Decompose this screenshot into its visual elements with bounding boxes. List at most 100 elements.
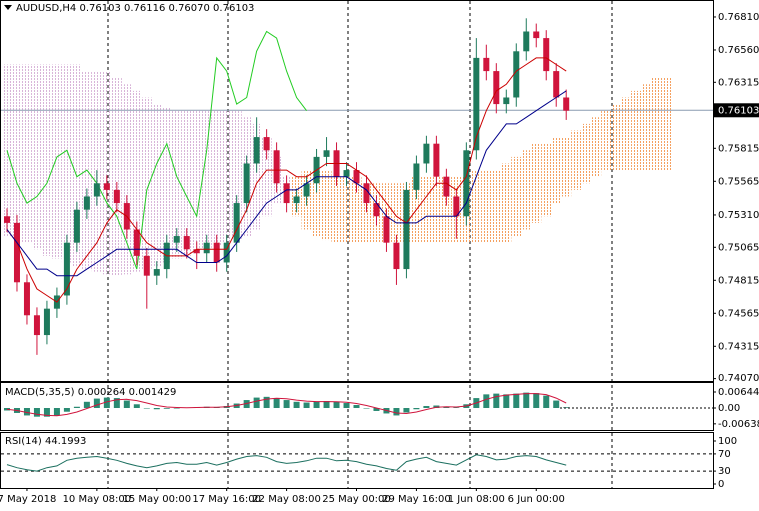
x-tick-label: 10 May 08:00: [63, 494, 132, 505]
ichimoku-cloud: [501, 163, 512, 243]
macd-bar: [563, 407, 570, 409]
candle-body: [483, 57, 490, 72]
macd-bar: [83, 401, 90, 409]
ichimoku-cloud: [141, 97, 152, 270]
x-tick-label: 25 May 00:00: [322, 494, 391, 505]
tenkan-line: [6, 57, 567, 303]
candle-body: [143, 255, 150, 276]
y-tick-label: -0.006385: [718, 419, 759, 430]
collapse-icon: [4, 5, 12, 10]
candle-body: [93, 183, 100, 197]
macd-title: MACD(5,35,5) 0.000264 0.001429: [5, 387, 176, 398]
candle-body: [543, 38, 550, 72]
macd-bar: [453, 407, 460, 409]
main-panel: [0, 0, 714, 382]
candle-body: [63, 242, 70, 296]
macd-bar: [153, 408, 160, 410]
rsi-line: [6, 454, 567, 472]
ichimoku-cloud: [161, 108, 172, 263]
macd-bar: [273, 398, 280, 409]
x-tick-label: 29 May 16:00: [382, 494, 451, 505]
candle-body: [373, 203, 380, 217]
ichimoku-cloud: [591, 117, 602, 177]
macd-bar: [33, 408, 40, 417]
ichimoku-cloud: [191, 110, 202, 254]
main-title: AUDUSD,H4 0.76103 0.76116 0.76070 0.7610…: [16, 3, 254, 14]
candle-body: [423, 143, 430, 164]
macd-bar: [423, 406, 430, 409]
macd-plot: [3, 392, 713, 417]
y-tick-label: 0.75065: [718, 242, 759, 253]
macd-bar: [123, 400, 130, 409]
ichimoku-cloud: [441, 176, 452, 243]
ichimoku-cloud: [51, 64, 62, 259]
ichimoku-cloud: [521, 150, 532, 230]
candle-body: [253, 137, 260, 164]
ichimoku-cloud: [561, 137, 572, 197]
macd-bar: [373, 408, 380, 411]
ichimoku-cloud: [481, 170, 492, 243]
macd-bar: [23, 408, 30, 416]
candle-body: [413, 163, 420, 190]
candle-body: [23, 282, 30, 316]
candle-body: [393, 242, 400, 270]
ichimoku-cloud: [341, 176, 352, 243]
macd-bar: [243, 400, 250, 409]
candle-body: [493, 71, 500, 105]
ichimoku-cloud: [431, 176, 442, 243]
candle-body: [193, 249, 200, 254]
macd-bar: [403, 408, 410, 413]
x-tick-label: 22 May 08:00: [252, 494, 321, 505]
ichimoku-cloud: [61, 64, 72, 263]
ichimoku-cloud: [181, 110, 192, 256]
ichimoku-cloud: [41, 64, 52, 256]
y-tick-label: 0.76315: [718, 77, 759, 88]
candle-body: [43, 308, 50, 336]
candle-body: [403, 189, 410, 270]
candle-body: [223, 242, 230, 263]
last-price-label: 0.76103: [718, 105, 759, 116]
macd-bar: [253, 397, 260, 409]
candle-body: [233, 203, 240, 243]
x-tick-label: 15 May 00:00: [122, 494, 191, 505]
y-tick-label: 0.75310: [718, 210, 759, 221]
y-tick-label: 0.74070: [718, 373, 759, 384]
macd-bar: [63, 408, 70, 412]
ichimoku-cloud: [571, 130, 582, 190]
y-tick-label: 0.74565: [718, 308, 759, 319]
x-tick-label: 17 May 16:00: [192, 494, 261, 505]
macd-bar: [113, 398, 120, 409]
candle-body: [3, 216, 10, 223]
macd-bar: [263, 396, 270, 409]
macd-bar: [543, 395, 550, 409]
ichimoku-cloud: [581, 123, 592, 184]
candle-body: [243, 163, 250, 204]
ichimoku-cloud: [511, 156, 522, 237]
candle-body: [173, 236, 180, 243]
ichimoku-cloud: [621, 97, 632, 171]
ichimoku-cloud: [541, 143, 552, 217]
ichimoku-cloud: [261, 137, 272, 217]
macd-bar: [393, 408, 400, 416]
macd-bar: [443, 406, 450, 409]
macd-bar: [3, 408, 10, 411]
x-tick-label: 6 Jun 00:00: [508, 494, 565, 505]
ichimoku-cloud: [111, 77, 122, 276]
ichimoku-cloud: [311, 170, 322, 237]
ichimoku-cloud: [331, 176, 342, 243]
candle-body: [323, 150, 330, 157]
ichimoku-cloud: [391, 183, 402, 243]
candle-body: [343, 170, 350, 177]
ichimoku-cloud: [211, 110, 222, 246]
rsi-panel: [0, 432, 714, 489]
candle-body: [383, 216, 390, 243]
candle-body: [133, 229, 140, 256]
ichimoku-cloud: [361, 183, 372, 243]
ichimoku-cloud: [351, 176, 362, 243]
ichimoku-cloud: [121, 84, 132, 275]
ichimoku-cloud: [251, 123, 262, 230]
ichimoku-cloud: [231, 110, 242, 241]
last-price-box: [714, 103, 759, 118]
macd-bar: [353, 405, 360, 409]
y-tick-label: 0.74315: [718, 341, 759, 352]
